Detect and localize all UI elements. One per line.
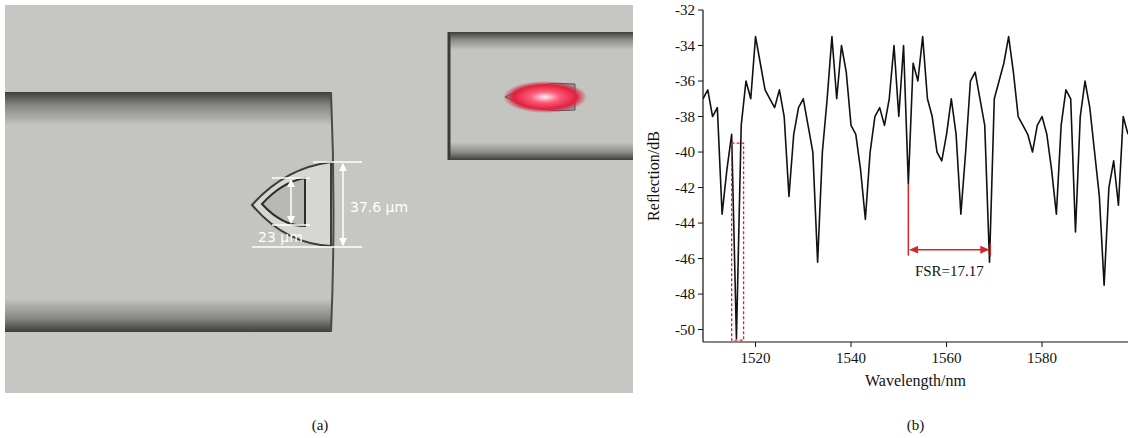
cavity-outer — [252, 162, 331, 246]
plot-area — [703, 37, 1128, 341]
spectrum-line — [703, 37, 1128, 339]
x-axis-title: Wavelength/nm — [865, 372, 966, 390]
y-tick — [698, 45, 703, 46]
y-tick — [698, 81, 703, 82]
x-tick-label: 1520 — [741, 350, 771, 366]
dimension-label: 23 μm — [258, 229, 303, 245]
y-axis-title: Reflection/dB — [645, 131, 662, 221]
y-tick-label: -38 — [675, 109, 695, 125]
y-tick — [698, 294, 703, 295]
y-tick-label: -44 — [675, 215, 695, 231]
dimension-label: 37.6 μm — [350, 199, 408, 215]
panel-label: (a) — [312, 417, 329, 434]
y-tick-label: -34 — [675, 38, 695, 54]
red-glow — [503, 81, 587, 113]
figure: 37.6 μm23 μm(a)-50-48-46-44-42-40-38-36-… — [0, 0, 1137, 438]
x-tick-label: 1560 — [932, 350, 962, 366]
dimension-line — [252, 246, 362, 248]
panel-label: (b) — [907, 417, 925, 434]
fiber-end-face — [448, 32, 451, 160]
dimension-arrow — [290, 180, 292, 223]
x-tick — [1042, 342, 1043, 347]
y-tick-label: -48 — [675, 286, 695, 302]
right-fiber — [448, 32, 633, 160]
cavity-inner — [262, 178, 305, 226]
x-axis — [703, 341, 1128, 342]
left-fiber — [5, 92, 331, 332]
photo-background — [5, 5, 633, 393]
y-tick — [698, 187, 703, 188]
dimension-arrow — [342, 164, 344, 245]
x-tick — [946, 342, 947, 347]
x-tick — [851, 342, 852, 347]
y-tick — [698, 329, 703, 330]
x-tick-label: 1540 — [836, 350, 866, 366]
y-tick — [698, 10, 703, 11]
x-tick-label: 1580 — [1027, 350, 1057, 366]
dimension-line — [313, 161, 362, 163]
dimension-line — [272, 224, 310, 226]
y-tick-label: -36 — [675, 73, 695, 89]
y-tick — [698, 258, 703, 259]
y-tick — [698, 152, 703, 153]
y-tick-label: -50 — [675, 322, 695, 338]
y-axis — [702, 10, 703, 342]
y-tick — [698, 116, 703, 117]
x-tick — [755, 342, 756, 347]
annotation-arrow — [910, 249, 988, 251]
y-tick-label: -40 — [675, 144, 695, 160]
annotation-line — [908, 184, 910, 256]
annotation-line — [990, 244, 992, 256]
dimension-line — [272, 177, 310, 179]
photo-panel: 37.6 μm 23 μm — [5, 5, 633, 393]
y-tick — [698, 223, 703, 224]
y-tick-label: -46 — [675, 251, 695, 267]
annotation-label: FSR=17.17 — [915, 263, 984, 279]
chart-panel: -50 -48 -46 -44 -42 -40 -38 -36 -34 -32 1520 1540 15… — [645, 2, 1128, 390]
y-tick-label: -42 — [675, 180, 695, 196]
highlight-box — [732, 143, 744, 340]
y-tick-label: -32 — [675, 2, 695, 18]
